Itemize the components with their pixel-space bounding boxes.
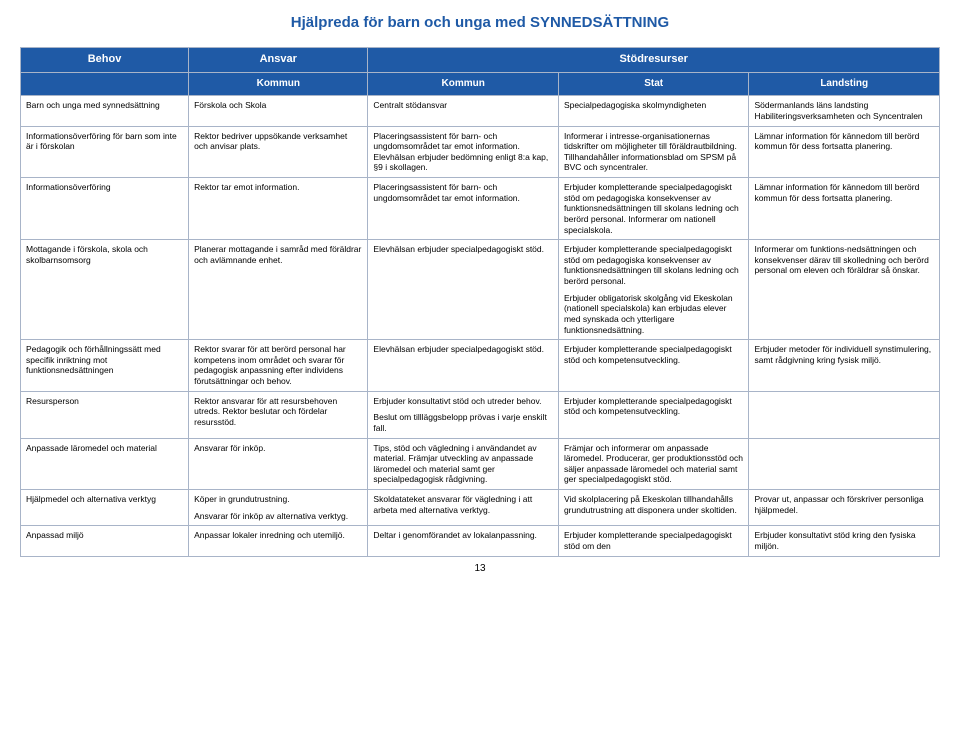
table-row: InformationsöverföringRektor tar emot in… (21, 178, 940, 240)
table-row: ResurspersonRektor ansvarar för att resu… (21, 391, 940, 438)
table-cell: Erbjuder kompletterande specialpedagogis… (558, 240, 749, 340)
table-cell: Mottagande i förskola, skola och skolbar… (21, 240, 189, 340)
table-cell: Erbjuder kompletterande specialpedagogis… (558, 178, 749, 240)
table-cell: Elevhälsan erbjuder specialpedagogiskt s… (368, 240, 559, 340)
table-row: Barn och unga med synnedsättningFörskola… (21, 96, 940, 126)
table-cell: Resursperson (21, 391, 189, 438)
table-cell: Erbjuder kompletterande specialpedagogis… (558, 526, 749, 556)
table-cell: Anpassad miljö (21, 526, 189, 556)
table-cell: Främjar och informerar om anpassade läro… (558, 438, 749, 490)
th-blank-1 (21, 72, 189, 96)
table-row: Anpassad miljöAnpassar lokaler inredning… (21, 526, 940, 556)
table-cell: Informerar om funktions-nedsättningen oc… (749, 240, 940, 340)
table-cell: Centralt stödansvar (368, 96, 559, 126)
table-cell: Informationsöverföring (21, 178, 189, 240)
table-cell (749, 438, 940, 490)
table-cell: Rektor ansvarar för att resursbehoven ut… (189, 391, 368, 438)
table-cell: Södermanlands läns landsting Habiliterin… (749, 96, 940, 126)
table-cell: Planerar mottagande i samråd med föräldr… (189, 240, 368, 340)
table-cell: Elevhälsan erbjuder specialpedagogiskt s… (368, 340, 559, 392)
th-kommun-1: Kommun (189, 72, 368, 96)
table-row: Hjälpmedel och alternativa verktygKöper … (21, 490, 940, 526)
table-cell: Provar ut, anpassar och förskriver perso… (749, 490, 940, 526)
table-row: Anpassade läromedel och materialAnsvarar… (21, 438, 940, 490)
table-row: Pedagogik och förhållningssätt med speci… (21, 340, 940, 392)
table-cell: Placeringsassistent för barn- och ungdom… (368, 178, 559, 240)
th-kommun-2: Kommun (368, 72, 559, 96)
table-cell: Rektor bedriver uppsökande verksamhet oc… (189, 126, 368, 178)
table-cell: Placeringsassistent för barn- och ungdom… (368, 126, 559, 178)
table-cell: Förskola och Skola (189, 96, 368, 126)
table-cell: Anpassade läromedel och material (21, 438, 189, 490)
table-cell: Vid skolplacering på Ekeskolan tillhanda… (558, 490, 749, 526)
th-stat: Stat (558, 72, 749, 96)
table-cell: Rektor tar emot information. (189, 178, 368, 240)
table-cell: Erbjuder konsultativt stöd och utreder b… (368, 391, 559, 438)
table-cell: Barn och unga med synnedsättning (21, 96, 189, 126)
header-row-2: Kommun Kommun Stat Landsting (21, 72, 940, 96)
th-ansvar: Ansvar (189, 48, 368, 73)
table-cell: Erbjuder kompletterande specialpedagogis… (558, 391, 749, 438)
table-cell (749, 391, 940, 438)
th-landsting: Landsting (749, 72, 940, 96)
table-cell: Deltar i genomförandet av lokalanpassnin… (368, 526, 559, 556)
table-cell: Rektor svarar för att berörd personal ha… (189, 340, 368, 392)
table-row: Mottagande i förskola, skola och skolbar… (21, 240, 940, 340)
support-table: Behov Ansvar Stödresurser Kommun Kommun … (20, 47, 940, 557)
table-cell: Anpassar lokaler inredning och utemiljö. (189, 526, 368, 556)
table-row: Informationsöverföring för barn som inte… (21, 126, 940, 178)
table-cell: Lämnar information för kännedom till ber… (749, 126, 940, 178)
table-cell: Lämnar information för kännedom till ber… (749, 178, 940, 240)
table-cell: Informerar i intresse-organisationernas … (558, 126, 749, 178)
table-cell: Specialpedagogiska skolmyndigheten (558, 96, 749, 126)
header-row-1: Behov Ansvar Stödresurser (21, 48, 940, 73)
th-stodresurser: Stödresurser (368, 48, 940, 73)
table-cell: Tips, stöd och vägledning i användandet … (368, 438, 559, 490)
table-cell: Informationsöverföring för barn som inte… (21, 126, 189, 178)
th-behov: Behov (21, 48, 189, 73)
page-number: 13 (20, 563, 940, 574)
table-cell: Erbjuder konsultativt stöd kring den fys… (749, 526, 940, 556)
table-cell: Skoldatateket ansvarar för vägledning i … (368, 490, 559, 526)
table-cell: Köper in grundutrustning.Ansvarar för in… (189, 490, 368, 526)
table-cell: Pedagogik och förhållningssätt med speci… (21, 340, 189, 392)
page-title: Hjälpreda för barn och unga med SYNNEDSÄ… (20, 14, 940, 31)
table-cell: Hjälpmedel och alternativa verktyg (21, 490, 189, 526)
table-cell: Ansvarar för inköp. (189, 438, 368, 490)
table-cell: Erbjuder metoder för individuell synstim… (749, 340, 940, 392)
table-cell: Erbjuder kompletterande specialpedagogis… (558, 340, 749, 392)
